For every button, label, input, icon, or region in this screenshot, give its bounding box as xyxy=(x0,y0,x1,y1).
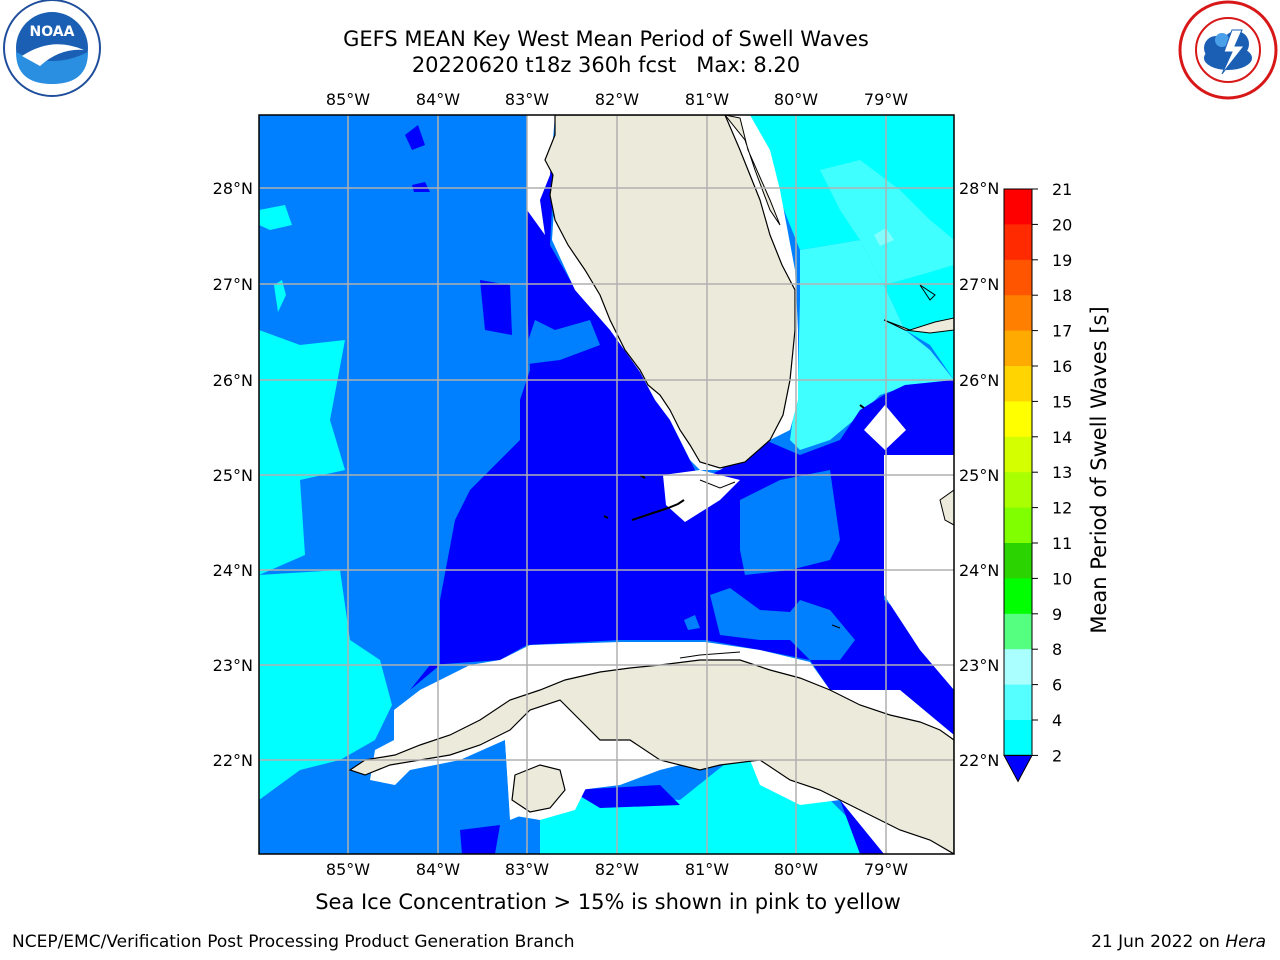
title-line-1: GEFS MEAN Key West Mean Period of Swell … xyxy=(343,27,869,51)
lat-tick: 28°N xyxy=(959,179,999,198)
lat-ticks-left: 28°N 27°N 26°N 25°N 24°N 23°N 22°N xyxy=(213,179,253,770)
lon-tick: 82°W xyxy=(595,90,639,109)
footer-host: Hera xyxy=(1225,932,1266,952)
lon-tick: 79°W xyxy=(864,860,908,879)
colorbar: 21 20 19 18 17 16 15 14 13 12 11 10 9 8 6 4 2 xyxy=(1003,180,1072,783)
colorbar-tick-label: 4 xyxy=(1052,711,1062,730)
colorbar-label: Mean Period of Swell Waves [s] xyxy=(1087,306,1111,633)
lat-tick: 25°N xyxy=(213,466,253,485)
colorbar-segment xyxy=(1004,224,1032,261)
lon-tick: 84°W xyxy=(416,90,460,109)
colorbar-segment xyxy=(1004,259,1032,296)
colorbar-tick-label: 12 xyxy=(1052,499,1072,518)
lon-tick: 80°W xyxy=(774,860,818,879)
lon-tick: 85°W xyxy=(326,90,370,109)
sea-ice-note: Sea Ice Concentration > 15% is shown in … xyxy=(315,890,901,914)
colorbar-tick-label: 16 xyxy=(1052,357,1072,376)
lat-tick: 28°N xyxy=(213,179,253,198)
lon-tick: 81°W xyxy=(685,860,729,879)
footer-branch: NCEP/EMC/Verification Post Processing Pr… xyxy=(12,932,575,952)
colorbar-segment xyxy=(1004,189,1032,225)
noaa-logo: NOAA xyxy=(3,0,101,97)
svg-text:NOAA: NOAA xyxy=(30,24,75,40)
lat-tick: 27°N xyxy=(959,275,999,294)
colorbar-tick-label: 9 xyxy=(1052,605,1062,624)
title-line-2: 20220620 t18z 360h fcst Max: 8.20 xyxy=(411,53,801,77)
lat-tick: 24°N xyxy=(959,561,999,580)
colorbar-tick-label: 2 xyxy=(1052,746,1062,765)
colorbar-segment xyxy=(1004,720,1032,756)
colorbar-tick-label: 21 xyxy=(1052,180,1072,199)
map-frame xyxy=(258,114,955,855)
lon-tick: 82°W xyxy=(595,860,639,879)
lon-tick: 79°W xyxy=(864,90,908,109)
colorbar-segment xyxy=(1004,366,1032,402)
colorbar-segment xyxy=(1004,578,1032,615)
colorbar-segment xyxy=(1004,543,1032,579)
colorbar-tick-label: 10 xyxy=(1052,569,1072,588)
colorbar-tick-label: 14 xyxy=(1052,428,1072,447)
colorbar-segment xyxy=(1004,401,1032,438)
colorbar-extend-arrow xyxy=(1003,754,1033,783)
lat-tick: 24°N xyxy=(213,561,253,580)
lon-tick: 81°W xyxy=(685,90,729,109)
colorbar-tick-label: 8 xyxy=(1052,640,1062,659)
colorbar-tick-label: 20 xyxy=(1052,215,1072,234)
lat-tick: 25°N xyxy=(959,466,999,485)
lat-tick: 22°N xyxy=(213,751,253,770)
colorbar-tick-label: 11 xyxy=(1052,534,1072,553)
lon-tick: 83°W xyxy=(505,860,549,879)
colorbar-segment xyxy=(1004,649,1032,686)
footer-date-text: 21 Jun 2022 on xyxy=(1091,932,1226,952)
colorbar-segment xyxy=(1004,436,1032,473)
colorbar-segment xyxy=(1004,472,1032,509)
colorbar-tick-label: 19 xyxy=(1052,251,1072,270)
colorbar-tick-label: 17 xyxy=(1052,322,1072,341)
colorbar-segment xyxy=(1004,684,1032,721)
colorbar-segment xyxy=(1004,330,1032,367)
lat-tick: 26°N xyxy=(959,371,999,390)
lat-tick: 27°N xyxy=(213,275,253,294)
lat-ticks-right: 28°N 27°N 26°N 25°N 24°N 23°N 22°N xyxy=(959,179,999,770)
lat-tick: 22°N xyxy=(959,751,999,770)
isle-land xyxy=(511,764,566,813)
colorbar-segment xyxy=(1004,295,1032,332)
map-gridlines xyxy=(259,115,954,854)
colorbar-tick-label: 6 xyxy=(1052,676,1062,695)
chart-title: GEFS MEAN Key West Mean Period of Swell … xyxy=(0,26,1212,78)
nws-logo xyxy=(1178,0,1278,100)
lat-tick: 23°N xyxy=(959,656,999,675)
lon-tick: 85°W xyxy=(326,860,370,879)
colorbar-segment xyxy=(1004,507,1032,544)
footer-date: 21 Jun 2022 on Hera xyxy=(1091,932,1266,952)
lat-tick: 26°N xyxy=(213,371,253,390)
lon-ticks-bottom: 85°W 84°W 83°W 82°W 81°W 80°W 79°W xyxy=(326,860,908,879)
lon-ticks-top: 85°W 84°W 83°W 82°W 81°W 80°W 79°W xyxy=(326,90,908,109)
colorbar-tick-label: 15 xyxy=(1052,392,1072,411)
colorbar-tick-label: 13 xyxy=(1052,463,1072,482)
lat-tick: 23°N xyxy=(213,656,253,675)
colorbar-tick-label: 18 xyxy=(1052,286,1072,305)
colorbar-segment xyxy=(1004,613,1032,650)
cuba-land xyxy=(348,659,954,854)
lon-tick: 80°W xyxy=(774,90,818,109)
map-plot-area xyxy=(259,115,954,854)
lon-tick: 84°W xyxy=(416,860,460,879)
lon-tick: 83°W xyxy=(505,90,549,109)
